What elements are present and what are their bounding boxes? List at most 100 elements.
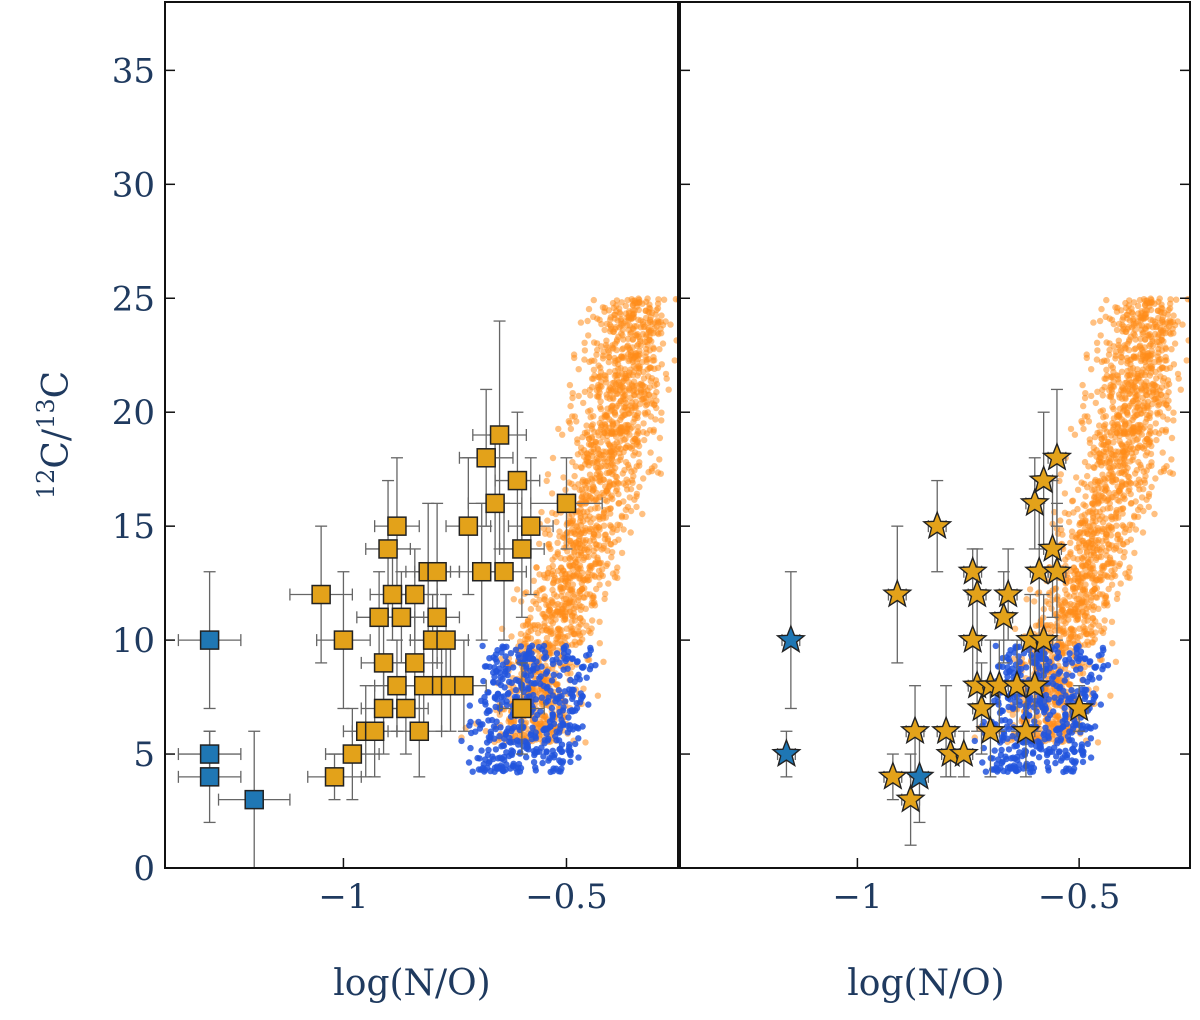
model-point-orange [1080,520,1087,527]
model-point-orange [561,634,569,641]
model-point-blue [565,714,572,721]
model-point-orange [1133,375,1140,382]
data-point-star [1041,441,1073,471]
data-point-star [904,760,935,790]
model-point-orange [1062,619,1069,627]
model-point-orange [1108,450,1115,457]
data-point-square [413,675,434,696]
model-point-blue [543,730,550,738]
model-point-orange [1137,461,1144,469]
model-point-orange [543,634,551,642]
model-point-orange [558,592,565,600]
model-point-orange [640,428,647,436]
model-point-orange [1094,739,1102,746]
model-point-orange [1084,413,1091,420]
model-point-orange [1139,352,1147,359]
model-point-orange [577,621,584,628]
model-point-orange [619,389,626,397]
model-point-orange [1120,554,1127,561]
model-point-blue [1062,657,1069,664]
model-point-orange [1109,419,1116,427]
model-point-blue [493,658,500,665]
model-point-orange [611,340,619,348]
model-point-blue [979,759,986,766]
model-point-orange [581,576,588,584]
model-point-blue [1078,741,1086,748]
model-point-blue [512,686,520,694]
model-point-blue [575,735,582,742]
model-point-orange [535,605,542,612]
model-point-blue [991,766,998,773]
data-point-square [436,630,456,650]
model-point-blue [549,657,556,664]
model-point-orange [1170,312,1177,319]
data-point-square [324,767,345,787]
model-point-blue [532,696,540,703]
model-point-orange [590,366,598,373]
data-point-square [458,516,479,536]
data-point-square [427,561,447,582]
model-point-orange [1155,338,1162,346]
model-point-orange [602,590,609,598]
model-point-orange [603,562,610,570]
model-point-orange [621,436,628,444]
model-point-blue [1062,711,1069,718]
model-point-blue [1060,768,1067,776]
model-point-blue [1068,687,1075,694]
model-point-orange [572,641,579,649]
model-point-orange [1079,608,1087,615]
model-point-orange [1106,471,1113,478]
model-point-orange [622,444,630,451]
model-point-blue [488,716,496,724]
model-point-orange [1114,535,1121,543]
model-point-blue [558,692,565,700]
model-point-orange [1137,503,1144,511]
model-point-orange [1126,479,1134,486]
model-point-orange [597,364,604,371]
model-point-orange [1143,411,1151,419]
model-point-orange [583,479,591,486]
model-point-orange [1127,361,1134,368]
model-point-orange [1159,449,1166,456]
model-point-blue [496,754,504,761]
model-point-orange [575,366,582,373]
model-point-orange [1069,585,1077,593]
model-point-orange [1055,676,1063,683]
data-point-square [378,539,398,559]
model-point-blue [1045,696,1052,703]
model-point-orange [619,346,626,353]
model-point-orange [1070,631,1077,638]
model-point-orange [594,692,602,699]
model-point-orange [1119,505,1126,512]
model-point-orange [1083,528,1090,536]
model-point-orange [659,340,667,347]
model-point-blue [487,728,494,735]
model-point-orange [1071,592,1078,600]
model-point-blue [1012,661,1020,668]
data-point-square [373,698,394,719]
model-point-orange [1069,497,1077,504]
model-point-orange [538,508,545,516]
model-point-orange [605,358,612,366]
model-point-orange [631,300,638,307]
model-point-orange [602,463,609,470]
model-point-orange [1163,382,1170,389]
model-point-orange [616,305,623,312]
model-point-orange [1123,441,1131,448]
model-point-orange [1142,418,1149,426]
model-point-orange [1143,300,1151,307]
data-point-square [556,493,577,514]
model-point-orange [601,326,608,334]
model-point-orange [530,577,537,584]
model-point-orange [598,343,605,350]
data-point-star [993,578,1024,608]
model-point-blue [583,674,590,681]
model-point-blue [531,751,538,759]
model-point-orange [1089,509,1096,516]
data-point-square [405,584,425,605]
model-point-orange [1162,344,1169,351]
data-point-star [1037,532,1068,562]
model-point-orange [590,442,597,449]
model-point-blue [532,735,539,742]
model-point-blue [1066,650,1073,657]
